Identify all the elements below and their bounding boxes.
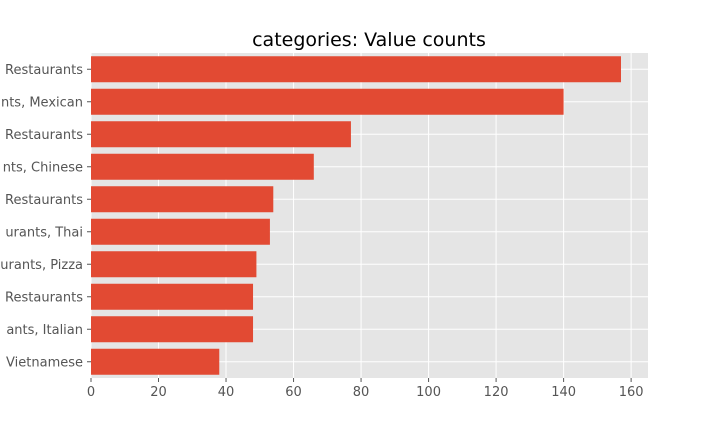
y-tick-label: nts, Chinese: [3, 160, 83, 175]
x-tick-label: 80: [353, 385, 370, 400]
y-tick-label: Restaurants: [5, 193, 83, 208]
y-tick-label: Restaurants: [5, 63, 83, 78]
y-tick-label: Restaurants: [5, 128, 83, 143]
bar: [91, 121, 351, 148]
x-tick-label: 140: [551, 385, 576, 400]
x-tick-label: 0: [87, 385, 95, 400]
y-tick-labels: Restaurants nts, Mexican Restaurants nts, C…: [0, 63, 91, 370]
y-tick-label: nts, Mexican: [1, 95, 83, 110]
x-tick-label: 100: [416, 385, 441, 400]
y-tick-label: urants, Pizza: [0, 258, 83, 273]
y-tick-label: urants, Thai: [5, 225, 83, 240]
bar: [91, 316, 254, 343]
bar: [91, 88, 564, 115]
bar: [91, 218, 270, 245]
x-tick-label: 60: [285, 385, 302, 400]
chart-title: categories: Value counts: [252, 29, 486, 51]
x-tick-label: 20: [150, 385, 167, 400]
bar: [91, 153, 314, 180]
y-tick-label: ants, Italian: [6, 323, 83, 338]
x-tick-labels: 0 20 40 60 80 100 120 140 160: [87, 378, 644, 400]
y-tick-label: Restaurants: [5, 290, 83, 305]
x-tick-label: 120: [484, 385, 509, 400]
x-tick-label: 160: [619, 385, 644, 400]
bar: [91, 283, 254, 310]
bar: [91, 348, 220, 375]
bars: [91, 56, 621, 375]
bar: [91, 251, 257, 278]
bar: [91, 186, 274, 213]
bar: [91, 56, 621, 83]
x-tick-label: 40: [218, 385, 235, 400]
y-tick-label: Vietnamese: [6, 355, 83, 370]
